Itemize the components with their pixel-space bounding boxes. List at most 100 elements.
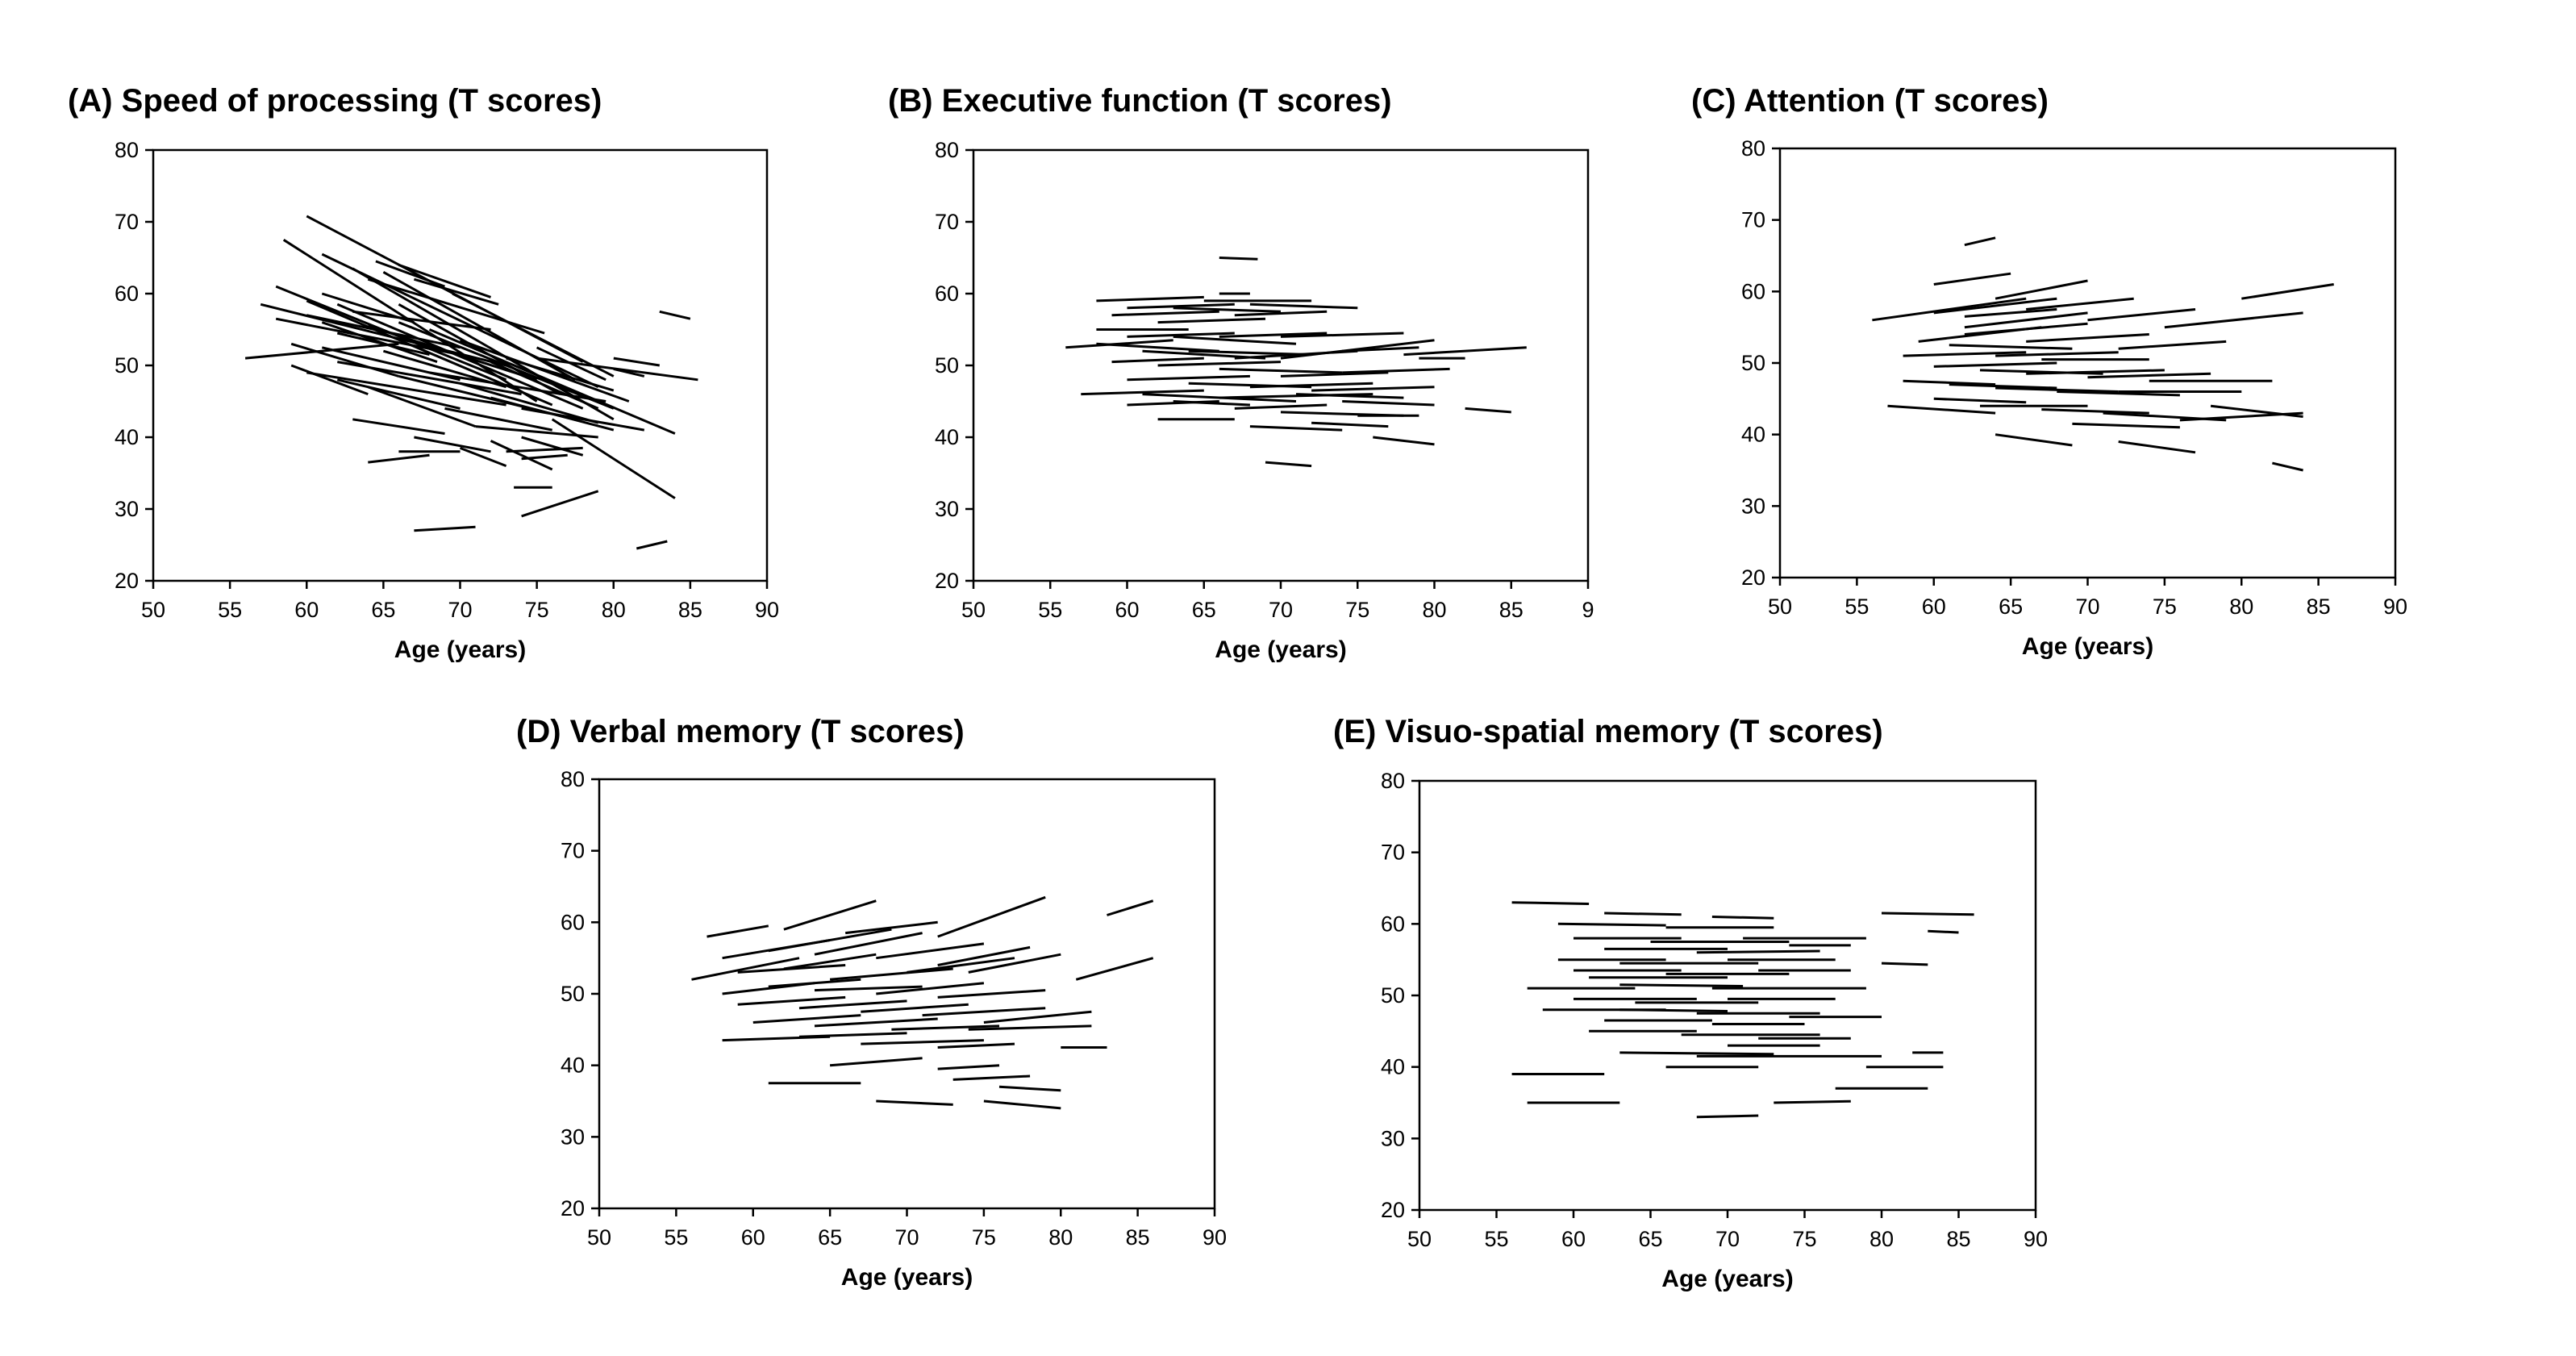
panel-c-y-tick-label: 70 (1741, 208, 1765, 232)
panel-d-y-tick-label: 50 (561, 982, 585, 1006)
panel-a-trajectory-line (659, 310, 691, 320)
panel-b-y-tick-label: 40 (935, 425, 959, 449)
panel-e-trajectory-line (1696, 949, 1820, 954)
panel-d-trajectory-line (783, 953, 877, 970)
panel-a-trajectory-line (506, 357, 615, 392)
panel-a-x-tick-label: 55 (218, 598, 242, 622)
panel-c-x-tick-label: 65 (1999, 595, 2023, 619)
panel-a-trajectory-line (321, 292, 415, 324)
panel-e-trajectory-line (1711, 916, 1774, 920)
panel-a-trajectory-line (459, 447, 507, 467)
panel-b-x-tick-label: 65 (1192, 598, 1216, 622)
panel-a-trajectory-line (414, 525, 476, 532)
panel-e-trajectory-line (1604, 912, 1682, 916)
panel-c-trajectory-line (1995, 279, 2088, 300)
panel-c-y-tick-label: 60 (1741, 279, 1765, 303)
panel-c-x-tick-label: 85 (2307, 595, 2331, 619)
panel-d-y-tick-label: 60 (561, 910, 585, 934)
panel-a-x-tick-label: 65 (371, 598, 395, 622)
panel-e-x-axis-label: Age (years) (1661, 1266, 1793, 1292)
panel-e-trajectory-line (1557, 922, 1666, 927)
panel-a-trajectory-line (536, 346, 606, 382)
panel-d-trajectory-line (876, 942, 985, 960)
panel-b-trajectory-line (1465, 407, 1511, 414)
panel-c-y-tick-label: 30 (1741, 494, 1765, 518)
panel-b-trajectory-line (1249, 425, 1343, 432)
panel-b-trajectory-line (1127, 302, 1235, 310)
panel-e-y-tick-label: 50 (1381, 983, 1405, 1008)
panel-d-trajectory-line (983, 1099, 1061, 1110)
panel-d-y-tick-label: 20 (561, 1196, 585, 1220)
panel-c-trajectory-line (2164, 311, 2303, 329)
panel-c-trajectory-line (1933, 297, 2057, 315)
panel-c-trajectory-line (2026, 297, 2134, 311)
panel-b-trajectory-line (1342, 346, 1419, 353)
panel-b-trajectory-line (1096, 295, 1204, 302)
panel-b-trajectory-line (1311, 386, 1435, 392)
panel-c-trajectory-line (1964, 311, 2088, 329)
panel-a-trajectory-line (306, 371, 506, 407)
panel-a-trajectory-line (260, 302, 506, 367)
panel-d-trajectory-line (768, 928, 892, 953)
panel-d-trajectory-line (952, 1074, 1031, 1081)
panel-d-x-tick-label: 90 (1203, 1225, 1227, 1250)
panel-c-trajectory-line (1903, 351, 2027, 357)
panel-a-trajectory-line (336, 378, 461, 410)
panel-a-trajectory-line (506, 446, 583, 453)
panel-c-trajectory-line (1872, 297, 2027, 322)
panel-d-trajectory-line (783, 899, 877, 931)
panel-c-x-tick-label: 55 (1844, 595, 1869, 619)
panel-b-x-tick-label: 75 (1345, 598, 1369, 622)
panel-a-x-axis: 50 55 60 65 70 75 80 85 90 (141, 581, 779, 622)
panel-d-trajectory-line (1107, 899, 1154, 916)
panel-a-trajectory-line (521, 490, 599, 518)
panel-a-trajectory-line (382, 349, 507, 389)
panel-b-trajectory-line (1173, 307, 1282, 313)
panel-b-trajectory-line (1111, 310, 1219, 317)
panel-b-trajectory-line (1065, 339, 1173, 349)
panel-d-trajectory-line (814, 1017, 938, 1028)
panel-b-y-tick-label: 20 (935, 569, 959, 593)
panel-d-trajectory-line (798, 1032, 907, 1038)
panel-d-trajectory-line (983, 1010, 1092, 1024)
panel-b-x-tick-label: 85 (1499, 598, 1524, 622)
panel-a-speed-of-processing: (A) Speed of processing (T scores) 20 30 4… (68, 83, 779, 663)
panel-d-trajectory-line (707, 924, 769, 938)
panel-c-x-tick-label: 70 (2075, 595, 2099, 619)
panel-e-y-tick-label: 20 (1381, 1198, 1405, 1222)
panel-d-trajectory-line (937, 1042, 1015, 1049)
panel-a-trajectory-line (521, 453, 568, 461)
panel-b-x-tick-label: 60 (1115, 598, 1139, 622)
panel-d-trajectory-line (968, 953, 1061, 974)
panel-b-trajectory-line (1219, 332, 1328, 338)
panel-a-trajectory-line (428, 328, 676, 435)
panel-e-x-tick-label: 50 (1407, 1227, 1432, 1251)
panel-e-trajectory-line (1928, 929, 1959, 934)
panel-c-y-axis: 20 30 40 50 60 70 80 (1741, 136, 1780, 590)
panel-b-trajectory-line (1127, 400, 1219, 407)
panel-e-y-tick-label: 30 (1381, 1126, 1405, 1150)
panel-e-y-tick-label: 80 (1381, 769, 1405, 793)
panel-c-trajectory-line (1933, 361, 2057, 368)
panel-e-y-tick-label: 60 (1381, 912, 1405, 936)
panel-a-trajectory-line (636, 540, 668, 550)
panel-b-trajectory-line (1157, 361, 1282, 367)
panel-c-trajectory-line (1949, 383, 2057, 390)
panel-b-trajectory-line (1342, 367, 1450, 374)
panel-e-trajectory-line (1511, 901, 1590, 905)
panel-d-trajectory-line (937, 989, 1046, 999)
panel-c-trajectory-line (1933, 397, 2027, 404)
panel-c-x-tick-label: 90 (2383, 595, 2407, 619)
panel-d-plot-frame (598, 778, 1216, 1210)
panel-e-x-tick-label: 75 (1792, 1227, 1816, 1251)
panel-c-title: (C) Attention (T scores) (1691, 83, 2049, 119)
panel-d-x-tick-label: 60 (741, 1225, 765, 1250)
panel-a-trajectory-line (460, 382, 599, 424)
panel-d-x-tick-label: 80 (1048, 1225, 1073, 1250)
panel-a-trajectory-line (613, 357, 661, 367)
panel-a-trajectory-line (352, 418, 445, 435)
panel-b-title: (B) Executive function (T scores) (888, 83, 1392, 119)
panel-c-trajectory-line (1995, 433, 2073, 447)
panel-a-trajectory-line (337, 361, 522, 396)
